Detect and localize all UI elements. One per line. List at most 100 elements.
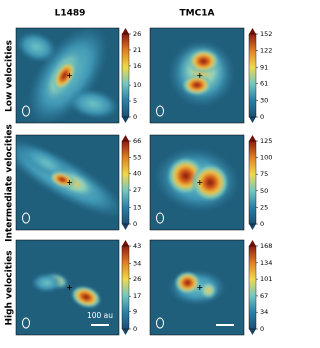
row-title: High velocities [5,250,15,325]
emission-blob [16,31,57,63]
colorbar-tick-label: 25 [260,203,268,211]
heatmap-image [150,28,244,123]
colorbar-tick-label: 91 [260,63,268,71]
figure: L1489 TMC1A Low velocities Intermediate … [5,9,272,336]
colorbar-tick-label: 75 [260,170,268,178]
heatmap-image [16,28,119,123]
row-title: Low velocities [5,40,15,112]
frame [149,27,245,124]
frame [149,134,245,231]
colorbar-tick-label: 134 [260,259,272,267]
frame [149,239,245,336]
source-marker [67,285,73,290]
colorbar-extend [249,329,256,335]
heatmap-image [16,240,119,335]
colorbar-extend [249,240,256,246]
colorbar-extend [122,28,129,34]
colorbar-tick-label: 34 [260,308,268,316]
emission-blob [198,280,218,300]
colorbar [121,140,130,225]
colorbar-extend [249,135,256,141]
emission-blob [49,171,76,189]
frame [15,134,120,231]
source-marker [67,73,73,78]
beam [156,317,164,329]
colorbar-tick-label: 0 [260,325,264,333]
colorbar-tick-label: 0 [133,113,137,121]
colorbar [121,33,130,118]
colorbar-extend [122,240,129,246]
colorbar-tick-label: 61 [260,80,268,88]
colorbar-extend [122,117,129,123]
source-marker [197,285,203,290]
row-title: Intermediate velocities [5,124,15,242]
colorbar-tick-label: 100 [260,154,272,162]
colorbar-tick-label: 16 [133,62,141,70]
heatmap-image [150,240,244,335]
column-title: L1489 [55,9,86,19]
colorbar-tick-label: 27 [133,186,141,194]
colorbar-tick-label: 13 [133,204,141,212]
emission-blob [71,285,101,309]
colorbar-tick-label: 34 [133,259,141,267]
source-marker [197,180,203,185]
beam [156,105,164,117]
colorbar-tick-label: 50 [260,187,268,195]
colorbar-extend [249,28,256,34]
emission [31,272,101,309]
colorbar-tick-label: 125 [260,137,272,145]
beam [22,212,30,224]
emission-blob [174,271,201,295]
colorbar-tick-label: 9 [133,308,137,316]
colorbar-tick-label: 122 [260,46,272,54]
emission-blob [52,59,77,92]
source-marker [67,180,73,185]
colorbar-tick-label: 168 [260,242,272,250]
colorbar-tick-label: 26 [133,275,141,283]
emission-blob [31,273,63,293]
frame [15,239,120,336]
emission [168,40,235,107]
colorbar-tick-label: 0 [133,325,137,333]
emission [16,138,119,218]
colorbar-extend [249,224,256,230]
colorbar [121,245,130,330]
beam [22,105,30,117]
colorbar-tick-label: 0 [260,220,264,228]
colorbar-tick-label: 152 [260,30,272,38]
colorbar-extend [122,224,129,230]
colorbar-tick-label: 40 [133,170,141,178]
colorbar-tick-label: 5 [133,97,137,105]
colorbar-extend [122,329,129,335]
emission [154,147,240,212]
emission-blob [181,74,213,96]
colorbar-tick-label: 10 [133,81,141,89]
colorbar-tick-label: 21 [133,46,141,54]
source-marker [197,73,203,78]
emission-blob [187,48,220,74]
colorbar [248,245,257,330]
colorbar [248,33,257,118]
emission [168,270,226,305]
emission-blob [191,163,229,202]
colorbar [248,140,257,225]
colorbar-tick-label: 0 [260,113,264,121]
colorbar-extend [249,117,256,123]
colorbar-tick-label: 30 [260,97,268,105]
colorbar-tick-label: 67 [260,292,268,300]
beam [156,212,164,224]
column-title: TMC1A [180,9,215,19]
colorbar-tick-label: 0 [133,220,137,228]
beam [22,317,30,329]
colorbar-tick-label: 53 [133,153,141,161]
colorbar-tick-label: 43 [133,242,141,250]
colorbar-tick-label: 17 [133,292,141,300]
colorbar-extend [122,135,129,141]
colorbar-tick-label: 101 [260,275,272,283]
heatmap-image [16,135,119,230]
frame [15,27,120,124]
scale-label: 100 au [87,311,113,320]
colorbar-tick-label: 26 [133,30,141,38]
emission-blob [67,89,119,119]
colorbar-tick-label: 66 [133,137,141,145]
